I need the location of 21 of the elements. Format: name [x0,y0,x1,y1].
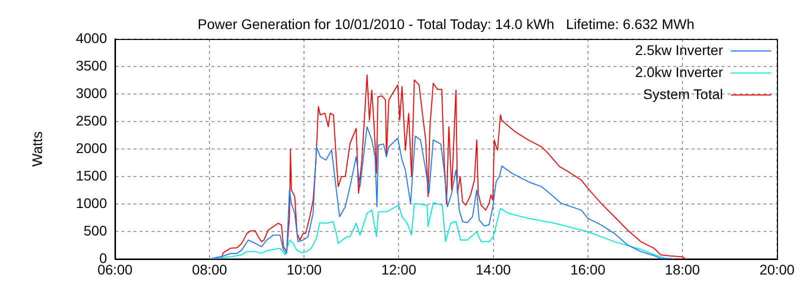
x-tick-label: 18:00 [664,261,700,278]
y-tick-label: 2500 [76,112,108,128]
y-tick-label: 2000 [76,140,108,156]
y-tick-label: 3000 [76,84,108,101]
x-tick-label: 16:00 [570,261,606,278]
x-tick-label: 14:00 [476,261,512,278]
y-tick-label: 500 [84,222,108,238]
y-axis-title: Watts [28,131,45,167]
chart-title: Power Generation for 10/01/2010 - Total Today: 14.0 kWh Lifetime: 6.632 MWh [198,16,694,32]
x-tick-label: 12:00 [381,261,416,278]
y-tick-label: 1500 [76,167,108,184]
legend-label: 2.5kw Inverter [635,42,724,58]
x-tick-label: 20:00 [759,261,795,278]
x-tick-label: 08:00 [192,261,228,278]
legend-label: System Total [643,86,723,102]
y-tick-label: 4000 [76,30,108,46]
legend-label: 2.0kw Inverter [635,64,724,80]
y-tick-label: 3500 [76,57,108,74]
y-tick-label: 1000 [76,194,108,211]
y-tick-label: 0 [99,250,108,266]
x-tick-label: 10:00 [286,261,322,278]
